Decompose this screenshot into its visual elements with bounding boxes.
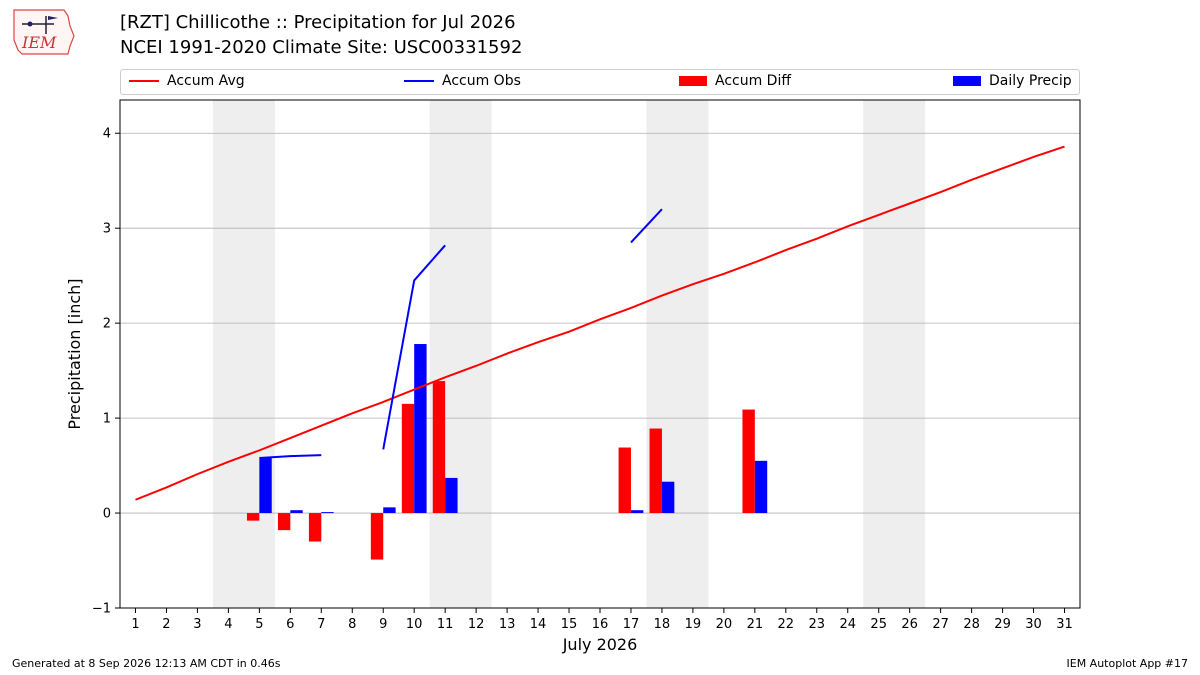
- accum-obs-line-segment-1: [382, 244, 446, 450]
- legend-item-accum-obs: Accum Obs: [404, 73, 521, 91]
- iem-logo: IEM: [13, 9, 75, 55]
- footer-generated: Generated at 8 Sep 2026 12:13 AM CDT in …: [12, 657, 281, 670]
- x-tick-label: 6: [286, 617, 294, 632]
- x-tick-label: 29: [994, 617, 1011, 632]
- legend-swatch-accum-avg: [129, 80, 159, 82]
- daily-precip-bar-day-5: [259, 457, 272, 514]
- x-tick-label: 7: [317, 617, 325, 632]
- x-tick-label: 23: [809, 617, 826, 632]
- weekend-shading: [212, 100, 926, 608]
- legend-label-accum-avg: Accum Avg: [167, 73, 245, 89]
- daily-precip-bar-day-7: [321, 512, 334, 514]
- x-tick-label: 5: [255, 617, 263, 632]
- accum-diff-bar-day-17: [618, 447, 631, 514]
- accum-diff-bar-day-10: [401, 403, 415, 514]
- x-tick-label: 26: [901, 617, 918, 632]
- weekend-shade-3: [863, 100, 926, 608]
- y-tick-label: −1: [92, 602, 111, 617]
- daily-precip-bar-day-9: [383, 507, 396, 514]
- daily-precip-bar-day-21: [754, 460, 768, 514]
- x-tick-label: 27: [932, 617, 949, 632]
- line-series: [135, 145, 1065, 501]
- weekend-shade-1: [429, 100, 492, 608]
- x-tick-label: 15: [561, 617, 578, 632]
- footer-app: IEM Autoplot App #17: [1066, 657, 1189, 670]
- daily-precip-bar-day-17: [630, 510, 644, 514]
- x-tick-label: 12: [468, 617, 485, 632]
- x-tick-label: 14: [530, 617, 547, 632]
- accum-obs-line-segment-0: [259, 454, 322, 459]
- legend-item-accum-avg: Accum Avg: [129, 73, 245, 91]
- x-tick-label: 20: [716, 617, 733, 632]
- y-tick-label: 1: [103, 412, 111, 427]
- accum-obs-line-segment-2: [630, 208, 663, 244]
- chart-title: [RZT] Chillicothe :: Precipitation for J…: [120, 12, 516, 33]
- legend-label-accum-diff: Accum Diff: [715, 73, 792, 89]
- accum-diff-bar-day-9: [370, 513, 384, 560]
- y-axis-label: Precipitation [inch]: [65, 278, 84, 429]
- accum-diff-bar-day-18: [649, 428, 662, 514]
- x-tick-label: 9: [379, 617, 387, 632]
- y-tick-label: 3: [103, 222, 111, 237]
- daily-precip-bar-day-10: [414, 344, 427, 514]
- x-tick-label: 4: [224, 617, 232, 632]
- legend-label-daily-precip: Daily Precip: [989, 73, 1072, 89]
- legend-label-accum-obs: Accum Obs: [442, 73, 521, 89]
- legend-swatch-accum-obs: [404, 80, 434, 82]
- accum-diff-bar-day-21: [742, 409, 755, 514]
- x-tick-label: 1: [131, 617, 139, 632]
- y-tick-label: 4: [103, 127, 111, 142]
- weekend-shade-0: [212, 100, 275, 608]
- x-tick-label: 30: [1025, 617, 1042, 632]
- daily-precip-bar-day-18: [661, 481, 675, 514]
- x-tick-label: 16: [592, 617, 609, 632]
- accum-diff-bar-day-7: [308, 513, 322, 542]
- x-tick-label: 2: [162, 617, 170, 632]
- x-tick-label: 25: [870, 617, 887, 632]
- x-tick-label: 3: [193, 617, 201, 632]
- x-axis-label: July 2026: [562, 635, 638, 654]
- x-tick-label: 8: [348, 617, 356, 632]
- x-tick-label: 10: [406, 617, 423, 632]
- accum-avg-line: [135, 145, 1065, 501]
- x-tick-label: 24: [839, 617, 856, 632]
- legend: Accum Avg Accum Obs Accum Diff Daily Pre…: [120, 69, 1080, 95]
- legend-item-daily-precip: Daily Precip: [953, 73, 1072, 91]
- daily-precip-bar-day-6: [290, 510, 303, 514]
- accum-diff-bar-day-6: [277, 513, 291, 531]
- accum-diff-bar-day-11: [432, 381, 446, 514]
- legend-swatch-accum-diff: [679, 76, 707, 86]
- x-tick-label: 19: [685, 617, 702, 632]
- x-tick-label: 22: [778, 617, 795, 632]
- x-tick-label: 28: [963, 617, 980, 632]
- chart-subtitle: NCEI 1991-2020 Climate Site: USC00331592: [120, 37, 523, 58]
- weekend-shade-2: [646, 100, 709, 608]
- x-tick-label: 31: [1056, 617, 1073, 632]
- accum-diff-bar-day-5: [246, 513, 260, 521]
- x-tick-label: 17: [623, 617, 640, 632]
- y-tick-label: 2: [103, 317, 111, 332]
- legend-item-accum-diff: Accum Diff: [679, 73, 791, 91]
- x-tick-label: 21: [747, 617, 764, 632]
- legend-swatch-daily-precip: [953, 76, 981, 86]
- x-tick-label: 11: [437, 617, 454, 632]
- logo-text: IEM: [21, 33, 57, 52]
- daily-precip-bar-day-11: [445, 477, 458, 514]
- x-tick-label: 18: [654, 617, 671, 632]
- x-tick-label: 13: [499, 617, 516, 632]
- y-tick-label: 0: [103, 507, 111, 522]
